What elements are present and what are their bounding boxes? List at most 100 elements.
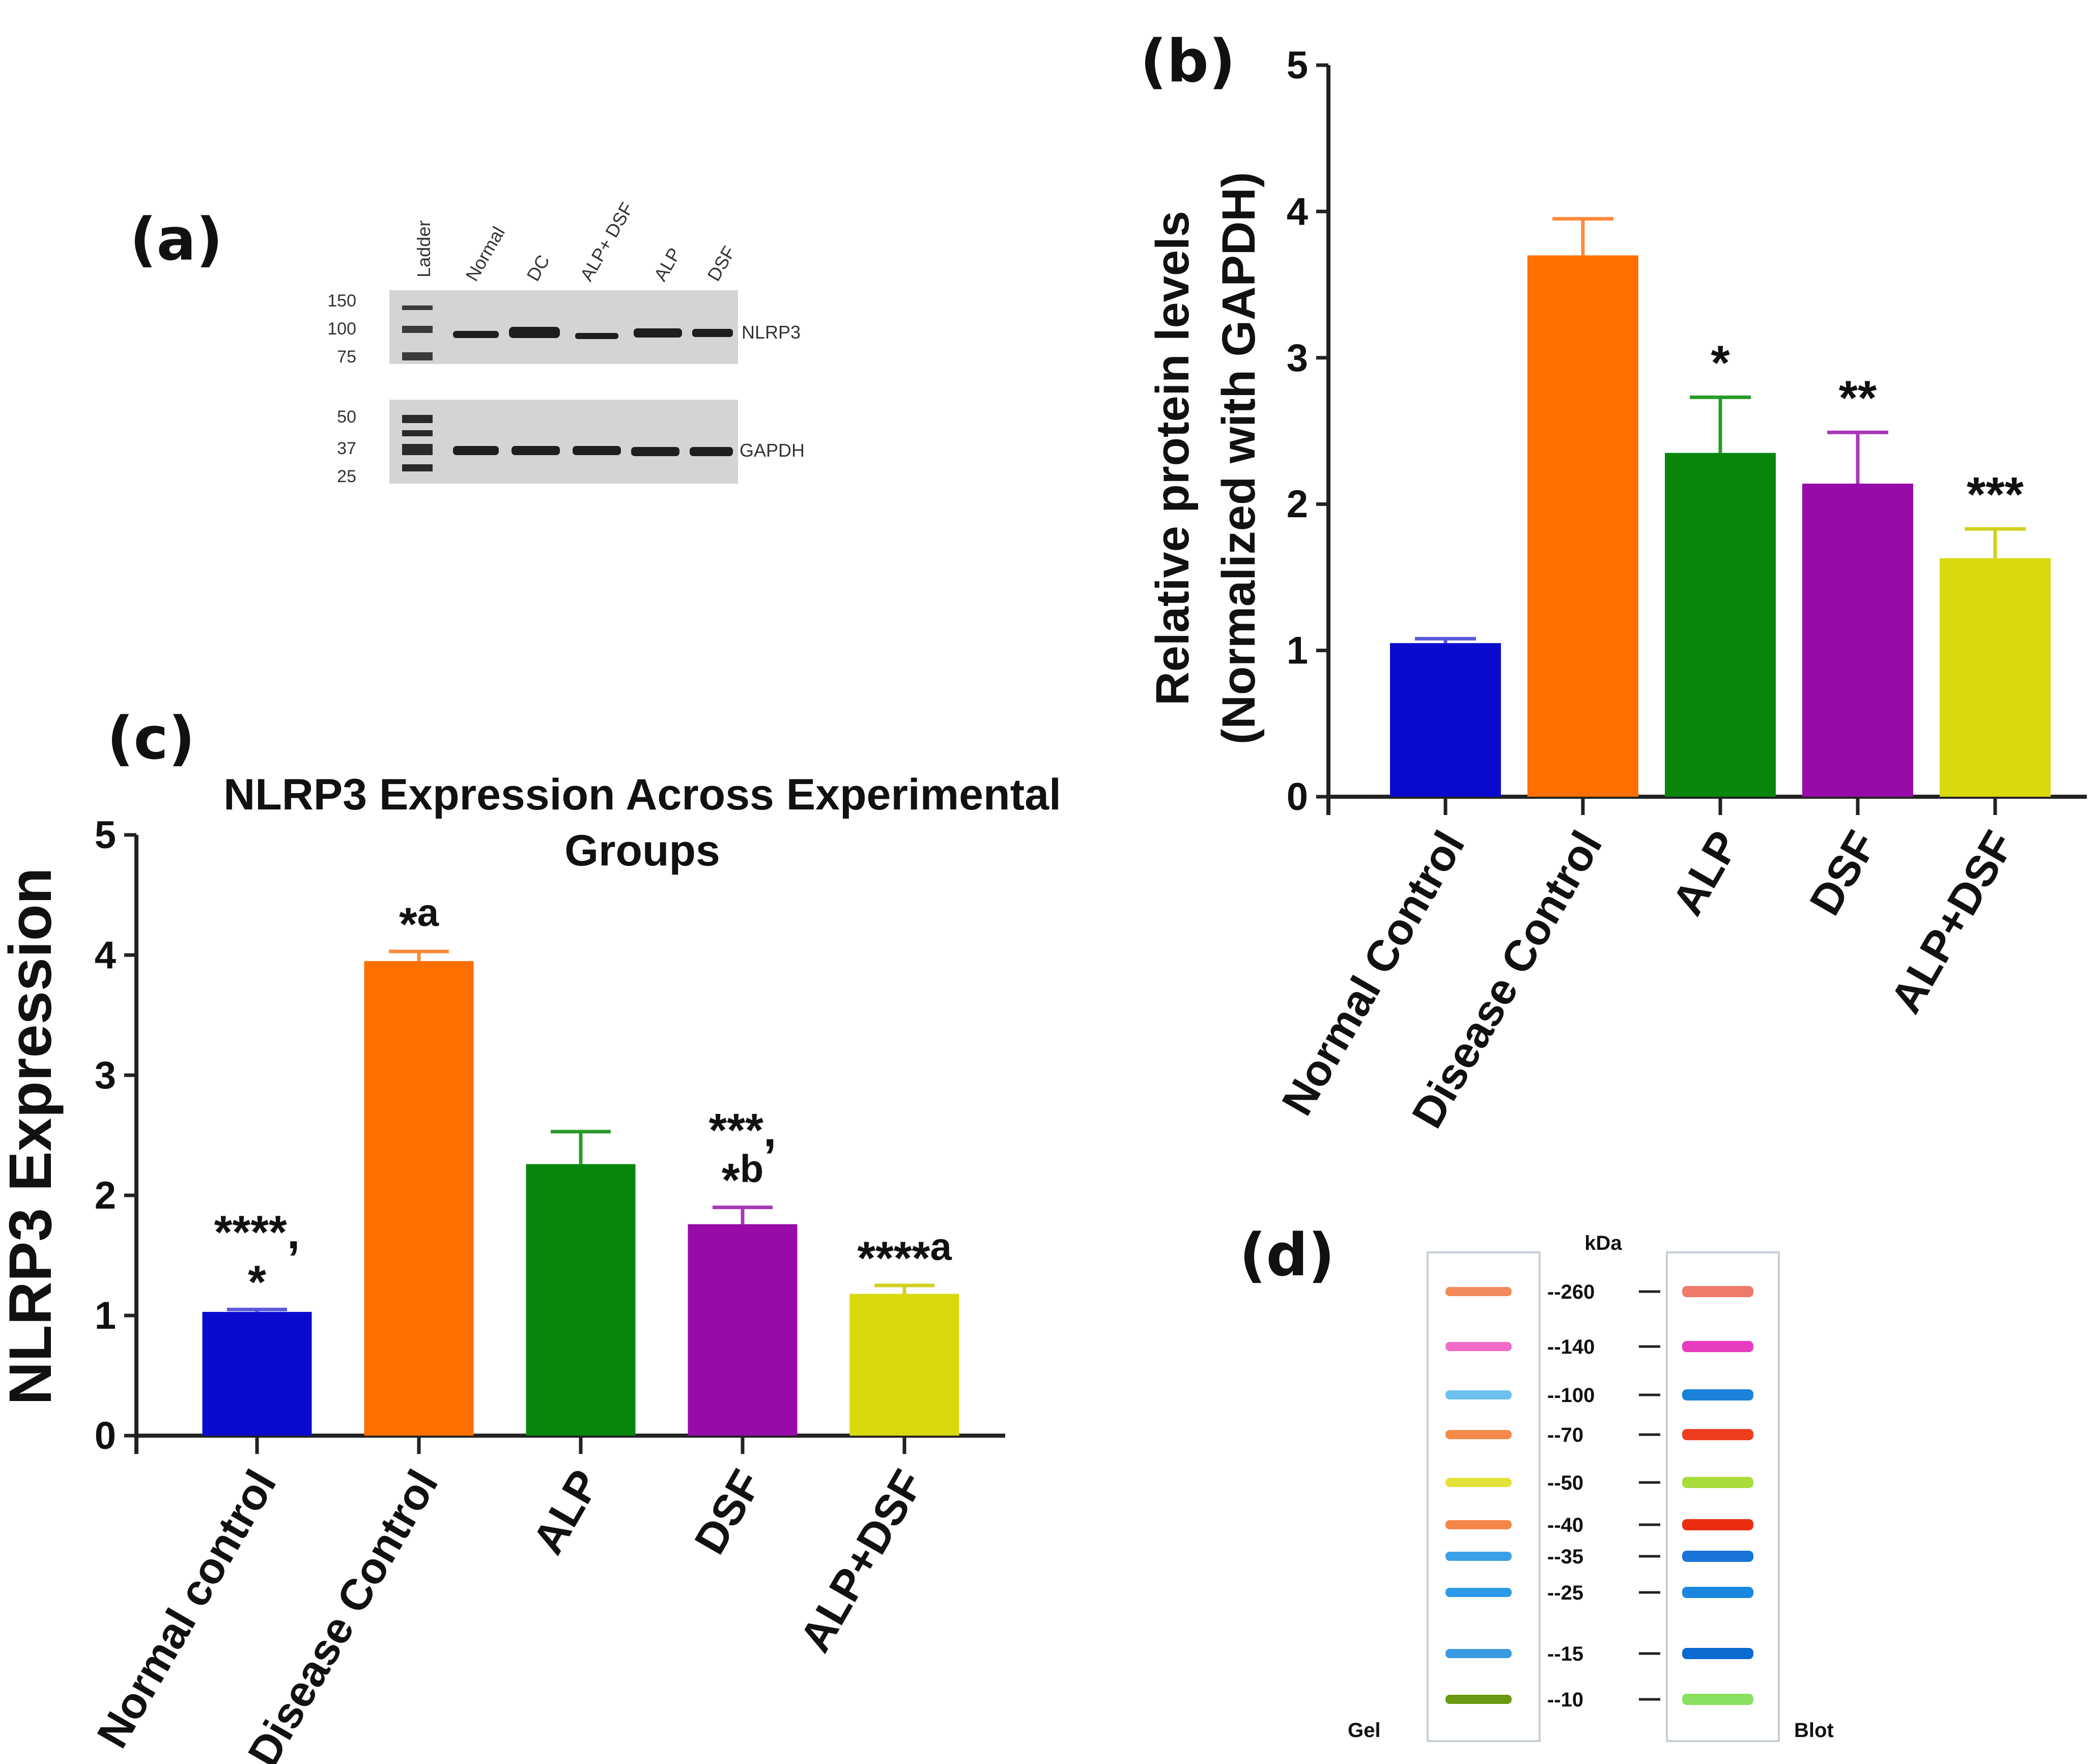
ladder-blot-band [1682,1648,1753,1659]
chart-c-significance: ****a [857,1225,952,1284]
chart-c-bar [526,1164,636,1436]
chart-c-title: NLRP3 Expression Across Experimental [223,770,1061,819]
ladder-gel-band [1445,1430,1512,1439]
ladder-marker-label: --10 [1547,1689,1583,1711]
chart-c-bar [688,1224,798,1436]
chart-b-significance: ** [1839,371,1877,425]
ladder-marker-label: --70 [1547,1424,1583,1446]
chart-b-significance: * [1711,335,1730,390]
ladder-blot-label: Blot [1794,1719,1834,1742]
blot-membrane-bottom [389,400,738,484]
chart-b-bar [1665,453,1776,797]
chart-c-category-label: ALP [523,1462,609,1562]
ladder-blot-frame [1666,1251,1780,1742]
panel-b: (b) Relative protein levels (Normalized … [1140,27,2087,1136]
marker-25: 25 [337,467,356,486]
panel-d: (d) kDa Gel Blot --260 --140 --100 --70 --50… [1239,1221,1834,1742]
nlrp3-band-alp-dsf [575,333,618,339]
lane-label-dsf: DSF [703,242,740,285]
blot-membrane-top [389,290,738,364]
chart-c-bar [364,961,474,1436]
chart-b-category-label: ALP [1663,823,1749,923]
chart-c-category-label: Normal control [88,1462,286,1756]
nlrp3-band-alp [634,328,682,338]
chart-b-bar [1390,643,1501,797]
chart-c-significance: * [248,1256,266,1308]
chart-c-y-tick-label: 4 [95,934,116,977]
ladder-band [402,430,433,436]
chart-c-y-tick-label: 5 [95,814,116,857]
chart-b-bar [1802,483,1913,797]
chart-c-significance: *a [399,891,439,950]
chart-b-ylabel-2: (Normalized with GAPDH) [1213,172,1265,744]
ladder-blot-band [1682,1341,1753,1352]
ladder-blot-band [1682,1429,1753,1440]
panel-c: (c) NLRP3 Expression Across Experimental… [0,705,1061,1764]
ladder-band [402,352,433,360]
ladder-marker-label: --100 [1547,1384,1595,1407]
ladder-band [402,415,433,423]
ladder-blot-band [1682,1587,1753,1598]
blot-target-nlrp3: NLRP3 [742,322,801,343]
ladder-marker-label: --25 [1547,1582,1583,1604]
ladder-marker-label: --40 [1547,1514,1583,1536]
nlrp3-band-normal [453,331,499,338]
chart-b-y-tick-label: 1 [1287,629,1308,673]
chart-c-bar [202,1311,312,1436]
ladder-blot-band [1682,1286,1753,1297]
ladder-marker-label: --35 [1547,1546,1583,1568]
chart-b-category-label: DSF [1800,823,1886,923]
chart-c-category-label: ALP+DSF [790,1462,933,1660]
chart-c-category-label: DSF [685,1462,771,1562]
chart-b-bar [1940,558,2051,797]
marker-50: 50 [337,407,356,427]
chart-b-y-tick-label: 0 [1287,775,1308,819]
lane-label-alp-dsf: ALP+ DSF [576,199,637,285]
nlrp3-band-dc [509,327,560,338]
chart-b-ylabel: Relative protein levels [1147,211,1199,706]
panel-a: (a) Ladder Normal DC ALP+ DSF ALP DSF 15… [130,199,805,486]
chart-c-ylabel: NLRP3 Expression [0,867,64,1405]
ladder-gel-label: Gel [1348,1719,1380,1742]
chart-b-y-tick-label: 3 [1287,337,1308,380]
panel-label-d: (d) [1239,1221,1335,1290]
ladder-marker-label: --140 [1547,1336,1595,1358]
chart-c-significance-superscript: b [740,1147,763,1191]
chart-c-y-tick-label: 0 [95,1414,116,1458]
chart-b-category-label: ALP+DSF [1881,823,2024,1021]
chart-c-bar [849,1294,959,1436]
marker-75: 75 [337,347,356,367]
panel-label-b: (b) [1140,27,1235,96]
ladder-marker-label: --15 [1547,1643,1583,1665]
ladder-unit: kDa [1584,1232,1622,1254]
ladder-blot-band [1682,1477,1753,1488]
ladder-bands: --260 --140 --100 --70 --50 --40 --35 --25 --15 -… [1445,1281,1753,1711]
gapdh-band-alp [631,447,679,456]
ladder-marker-label: --50 [1547,1472,1583,1494]
ladder-gel-band [1445,1695,1512,1704]
ladder-gel-band [1445,1287,1512,1296]
ladder-gel-band [1445,1649,1512,1658]
chart-c-y-tick-label: 3 [95,1054,116,1097]
lane-label-alp: ALP [649,244,685,285]
chart-b-significance: *** [1967,467,2024,522]
ladder-band [402,464,433,471]
chart-c-significance: *b [722,1147,763,1207]
blot-lane-headers: Ladder Normal DC ALP+ DSF ALP DSF [413,199,740,285]
blot-target-gapdh: GAPDH [740,440,805,461]
chart-c-significance-superscript: a [930,1225,952,1269]
gapdh-band-dc [512,446,560,455]
gapdh-band-alp-dsf [573,446,621,455]
ladder-marker-label: --260 [1547,1281,1595,1303]
ladder-gel-band [1445,1390,1512,1399]
ladder-gel-band [1445,1520,1512,1529]
ladder-band [402,305,433,310]
ladder-band [402,326,433,333]
chart-b-y-tick-label: 2 [1287,483,1308,526]
ladder-blot-band [1682,1551,1753,1562]
chart-c-significance: ***, [709,1105,777,1157]
lane-label-ladder: Ladder [413,220,434,277]
